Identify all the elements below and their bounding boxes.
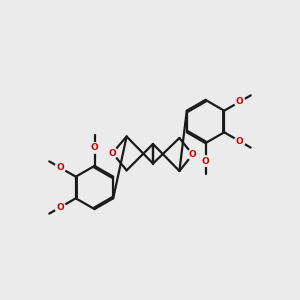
Circle shape xyxy=(55,202,65,212)
Circle shape xyxy=(200,156,211,166)
Text: O: O xyxy=(91,143,98,152)
Text: O: O xyxy=(236,137,244,146)
Circle shape xyxy=(89,143,100,153)
Text: O: O xyxy=(202,157,209,166)
Text: O: O xyxy=(56,203,64,212)
Circle shape xyxy=(187,149,198,160)
Text: O: O xyxy=(189,150,196,159)
Circle shape xyxy=(235,136,245,147)
Circle shape xyxy=(55,163,65,173)
Text: O: O xyxy=(109,148,116,158)
Circle shape xyxy=(235,96,245,107)
Circle shape xyxy=(107,148,118,158)
Text: O: O xyxy=(236,97,244,106)
Text: O: O xyxy=(56,163,64,172)
